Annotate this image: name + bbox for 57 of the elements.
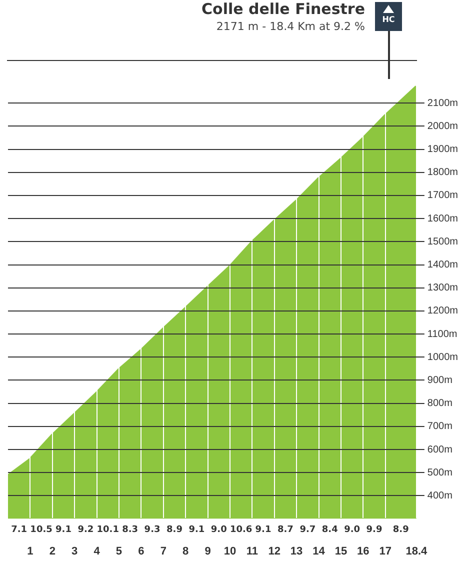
text: 8.9 bbox=[166, 524, 182, 535]
y-tick-label: 700m bbox=[427, 421, 452, 432]
text: 9.1 bbox=[255, 524, 272, 535]
x-tick-label: 11 bbox=[246, 545, 258, 558]
x-tick-label: 3 bbox=[72, 545, 78, 558]
mountain-icon: HC bbox=[375, 2, 402, 31]
text: 8.3 bbox=[122, 524, 138, 535]
text: 9.3 bbox=[144, 524, 160, 535]
text: 9.0 bbox=[344, 524, 360, 535]
y-tick-label: 1800m bbox=[427, 167, 458, 178]
x-tick-label: 6 bbox=[138, 545, 144, 558]
text: 8.9 bbox=[392, 524, 409, 535]
x-tick-label: 2 bbox=[49, 545, 56, 558]
text: 9.9 bbox=[366, 524, 382, 535]
y-tick-label: 2100m bbox=[427, 98, 458, 109]
y-tick-label: 1100m bbox=[427, 328, 458, 340]
text: 9.7 bbox=[300, 524, 316, 535]
x-tick-label: 18.4 bbox=[406, 545, 428, 558]
x-tick-label: 12 bbox=[268, 545, 280, 558]
text: 7.1 bbox=[11, 524, 28, 535]
y-tick-label: 1400m bbox=[427, 260, 458, 271]
y-tick-label: 1300m bbox=[427, 282, 458, 294]
text: 10.6 bbox=[230, 524, 252, 535]
x-tick-label: 8 bbox=[182, 545, 189, 558]
y-tick-label: 500m bbox=[427, 467, 452, 478]
x-tick-label: 10 bbox=[224, 545, 236, 558]
x-tick-label: 14 bbox=[312, 545, 326, 558]
text: 9.1 bbox=[56, 524, 72, 535]
text: 9.2 bbox=[78, 524, 94, 535]
y-tick-label: 600m bbox=[427, 444, 452, 456]
x-tick-label: 9 bbox=[204, 545, 211, 558]
y-tick-label: 1900m bbox=[427, 144, 458, 156]
y-tick-label: 1500m bbox=[427, 236, 458, 248]
y-tick-label: 2000m bbox=[427, 120, 458, 132]
text: 10.5 bbox=[30, 524, 52, 535]
x-tick-label: 1 bbox=[27, 545, 34, 558]
text: 9.1 bbox=[188, 524, 205, 535]
chart-subtitle: 2171 m - 18.4 Km at 9.2 % bbox=[215, 20, 365, 33]
chart-title: Colle delle Finestre bbox=[202, 0, 365, 18]
y-tick-label: 1000m bbox=[427, 352, 458, 363]
y-tick-label: 800m bbox=[427, 398, 452, 410]
x-tick-label: 5 bbox=[116, 545, 122, 558]
x-tick-label: 4 bbox=[94, 545, 101, 558]
text: 9.0 bbox=[210, 524, 227, 535]
x-tick-label: 17 bbox=[379, 545, 392, 558]
text: 10.1 bbox=[96, 524, 119, 535]
y-tick-label: 400m bbox=[427, 490, 452, 502]
y-tick-label: 1600m bbox=[427, 213, 458, 224]
text: 8.4 bbox=[322, 524, 338, 535]
x-tick-label: 16 bbox=[357, 545, 370, 558]
x-tick-label: 15 bbox=[334, 545, 348, 558]
y-tick-label: 1200m bbox=[427, 306, 458, 317]
x-tick-label: 13 bbox=[290, 545, 303, 558]
y-tick-label: 900m bbox=[427, 374, 452, 386]
text: 8.7 bbox=[277, 524, 294, 535]
x-tick-label: 7 bbox=[160, 545, 166, 558]
y-tick-label: 1700m bbox=[427, 190, 458, 202]
